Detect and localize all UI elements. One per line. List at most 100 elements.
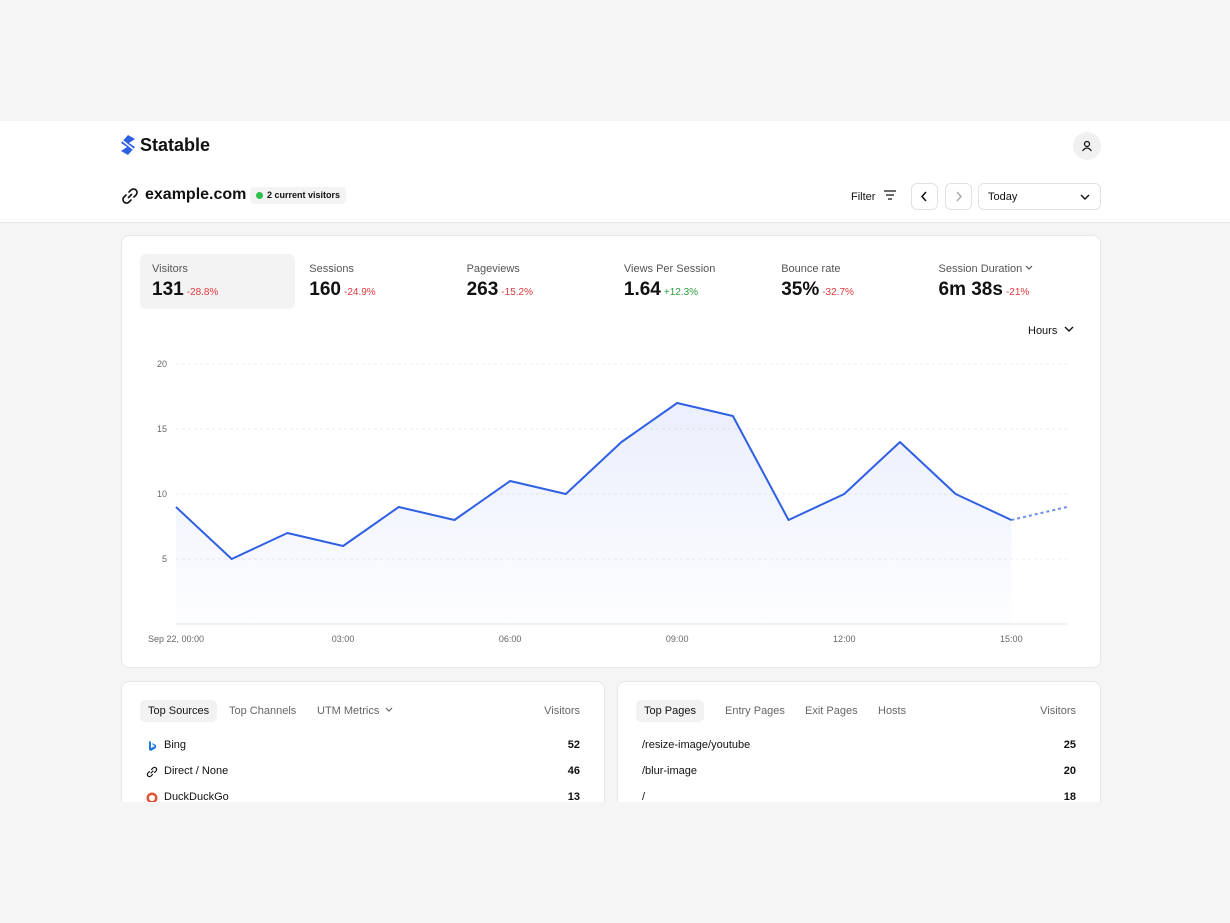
tab-label: Top Sources bbox=[148, 705, 210, 717]
duckduckgo-icon bbox=[146, 792, 158, 802]
metric-label: Visitors bbox=[152, 263, 188, 275]
main-card: Visitors 131 -28.8% Sessions 160 -24.9% Pagevi… bbox=[121, 235, 1101, 668]
metric-label: Views Per Session bbox=[624, 263, 716, 275]
x-tick-label: 12:00 bbox=[833, 634, 856, 644]
row-name: /blur-image bbox=[642, 765, 698, 777]
column-header: Visitors bbox=[544, 705, 580, 717]
metric-change: -28.8% bbox=[186, 287, 219, 298]
metric-change: -21% bbox=[1005, 287, 1030, 298]
bing-icon bbox=[149, 741, 156, 751]
tab[interactable]: Top Sources bbox=[140, 700, 218, 722]
metric-label-text: Bounce rate bbox=[781, 263, 841, 275]
row-name: / bbox=[642, 791, 646, 802]
y-tick-label: 10 bbox=[157, 489, 167, 499]
metric-value: 35% bbox=[781, 279, 820, 300]
metric-value-row: 6m 38s -21% bbox=[939, 279, 1030, 301]
metric-value: 160 bbox=[309, 279, 341, 300]
chevron-down bbox=[1064, 326, 1074, 332]
metric-tile[interactable]: Session Duration 6m 38s -21% bbox=[927, 254, 1082, 309]
row-icon bbox=[146, 739, 158, 757]
chevron-right bbox=[956, 191, 963, 202]
x-tick-label: 09:00 bbox=[666, 634, 689, 644]
next-button[interactable] bbox=[945, 183, 972, 210]
tab[interactable]: Hosts bbox=[870, 700, 914, 722]
line-series bbox=[175, 402, 1012, 560]
filter-icon bbox=[883, 190, 896, 200]
metric-label-text: Views Per Session bbox=[623, 263, 716, 275]
metric-tile[interactable]: Bounce rate 35% -32.7% bbox=[769, 254, 924, 309]
x-tick-label: 06:00 bbox=[499, 634, 522, 644]
filter-button[interactable]: Filter bbox=[851, 189, 897, 205]
row-value: 25 bbox=[1063, 739, 1076, 751]
metric-label: Bounce rate bbox=[781, 263, 840, 275]
chevron-down bbox=[1025, 265, 1033, 270]
interval-label: Hours bbox=[1028, 325, 1058, 337]
metric-tile[interactable]: Sessions 160 -24.9% bbox=[297, 254, 452, 309]
x-tick-label: Sep 22, 00:00 bbox=[148, 634, 204, 644]
logo-icon bbox=[121, 135, 135, 155]
tab-label: UTM Metrics bbox=[317, 705, 380, 717]
tab[interactable]: Exit Pages bbox=[797, 700, 866, 722]
user-icon bbox=[1082, 140, 1092, 152]
row-value: 13 bbox=[567, 791, 580, 802]
chevron-down bbox=[1080, 194, 1090, 200]
chevron-down bbox=[385, 707, 393, 712]
metric-value-row: 1.64 +12.3% bbox=[624, 279, 698, 301]
metric-label: Pageviews bbox=[467, 263, 520, 275]
filter-label: Filter bbox=[851, 191, 876, 203]
column-header: Visitors bbox=[1040, 705, 1076, 717]
live-text: 2 current visitors bbox=[267, 190, 341, 200]
metric-value: 263 bbox=[466, 279, 499, 300]
y-tick-label: 5 bbox=[162, 554, 167, 564]
metric-label: Session Duration bbox=[939, 263, 1035, 275]
metric-value-row: 160 -24.9% bbox=[309, 279, 375, 301]
metric-tile[interactable]: Views Per Session 1.64 +12.3% bbox=[612, 254, 767, 309]
row-icon bbox=[146, 765, 158, 783]
pages-card: Top Pages Entry Pages Exit Pages Hosts Visit… bbox=[617, 681, 1101, 802]
metric-change: +12.3% bbox=[663, 287, 699, 298]
line-chart: 5 10 15 20 Sep 22, 00:00 03:00 06:00 09:00 12:00… bbox=[148, 359, 1068, 644]
chevron-left bbox=[920, 191, 927, 202]
metric-change: -32.7% bbox=[822, 287, 854, 298]
row-value: 46 bbox=[567, 765, 580, 777]
metric-change: -15.2% bbox=[501, 287, 533, 298]
x-tick-label: 03:00 bbox=[332, 634, 355, 644]
metric-label-text: Visitors bbox=[152, 263, 188, 275]
metric-value: 1.64 bbox=[623, 279, 661, 300]
metric-value: 6m 38s bbox=[938, 279, 1003, 300]
brand: Statable bbox=[140, 135, 211, 155]
metric-change: -24.9% bbox=[344, 287, 376, 298]
live-badge: 2 current visitors bbox=[250, 187, 347, 204]
metric-value-row: 131 -28.8% bbox=[152, 279, 218, 301]
app: Statable example.com 2 current visitors … bbox=[0, 121, 1230, 802]
metric-tile[interactable]: Visitors 131 -28.8% bbox=[140, 254, 295, 309]
x-tick-label: 15:00 bbox=[1000, 634, 1023, 644]
metric-label: Sessions bbox=[309, 263, 354, 275]
tab[interactable]: Entry Pages bbox=[717, 700, 793, 722]
y-tick-label: 20 bbox=[157, 359, 167, 369]
metric-label-text: Sessions bbox=[309, 263, 354, 275]
avatar-button[interactable] bbox=[1073, 132, 1101, 160]
header: Statable example.com 2 current visitors … bbox=[0, 121, 1230, 223]
row-value: 52 bbox=[567, 739, 580, 751]
tab[interactable]: Top Pages bbox=[636, 700, 704, 722]
metric-label-text: Pageviews bbox=[466, 263, 520, 275]
tab-label: Entry Pages bbox=[725, 705, 785, 717]
range-select[interactable]: Today bbox=[978, 183, 1101, 210]
metric-label-text: Session Duration bbox=[938, 263, 1023, 275]
interval-select[interactable]: Hours bbox=[1028, 324, 1075, 337]
tab-label: Top Channels bbox=[229, 705, 297, 717]
tab[interactable]: Top Channels bbox=[221, 700, 304, 722]
prev-button[interactable] bbox=[911, 183, 938, 210]
link-icon bbox=[122, 188, 138, 204]
site-name: example.com bbox=[145, 186, 247, 203]
metric-value-row: 263 -15.2% bbox=[467, 279, 533, 301]
line-area bbox=[176, 403, 1012, 624]
metric-tile[interactable]: Pageviews 263 -15.2% bbox=[455, 254, 610, 309]
tab-label: Hosts bbox=[878, 705, 907, 717]
range-label: Today bbox=[988, 191, 1018, 203]
line-partial-segment bbox=[1011, 506, 1068, 521]
tab[interactable]: UTM Metrics bbox=[309, 700, 403, 722]
live-dot bbox=[256, 192, 263, 199]
